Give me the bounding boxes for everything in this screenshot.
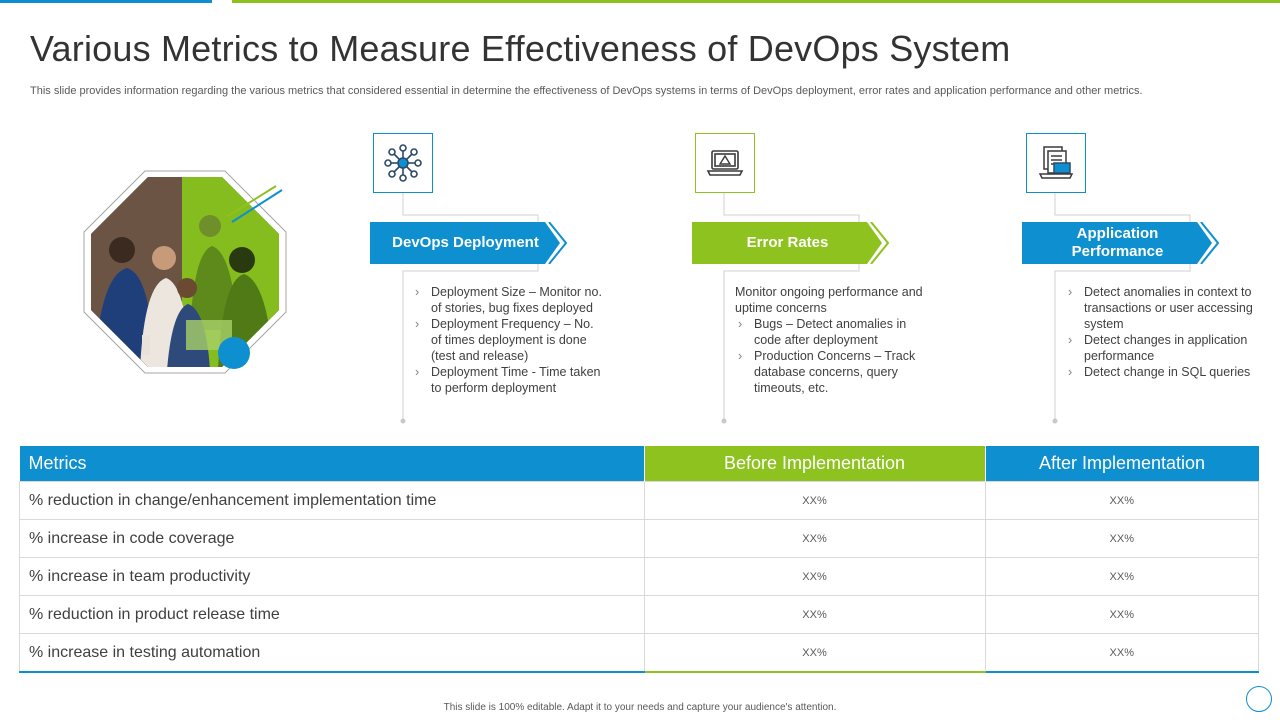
table-header-row: Metrics Before Implementation After Impl… (19, 446, 1259, 482)
before-value: XX% (643, 481, 986, 520)
after-value: XX% (984, 595, 1259, 634)
application-performance-bullets: Detect anomalies in context to transacti… (1065, 284, 1261, 380)
devops-deployment-bullets: Deployment Size – Monitor no. of stories… (412, 284, 602, 396)
decorative-circle (218, 337, 250, 369)
before-value: XX% (643, 519, 986, 558)
error-rates-connector (721, 193, 860, 424)
error-rates-lead-text: Monitor ongoing performance and uptime c… (735, 285, 923, 315)
before-value: XX% (643, 557, 986, 596)
application-performance-icon-box (1026, 133, 1086, 193)
devops-deployment-connector (400, 193, 539, 424)
list-item: Bugs – Detect anomalies in code after de… (735, 316, 925, 348)
after-value: XX% (984, 519, 1259, 558)
header-before-implementation: Before Implementation (643, 446, 985, 482)
laptop-warning-icon (706, 150, 744, 176)
table-row: % increase in testing automation XX% XX% (19, 633, 1259, 673)
after-value: XX% (984, 557, 1259, 596)
table-row: % reduction in product release time XX% … (19, 595, 1259, 634)
metric-name: % increase in testing automation (19, 633, 645, 673)
metric-name: % increase in team productivity (19, 557, 645, 596)
team-photo (82, 170, 288, 374)
table-row: % increase in code coverage XX% XX% (19, 519, 1259, 558)
list-item: Detect changes in application performanc… (1065, 332, 1261, 364)
devops-deployment-label: DevOps Deployment (392, 234, 539, 251)
list-item: Detect anomalies in context to transacti… (1065, 284, 1261, 332)
table-row: % reduction in change/enhancement implem… (19, 481, 1259, 520)
top-accent-bar-green (232, 0, 1280, 3)
page-title: Various Metrics to Measure Effectiveness… (30, 28, 1011, 69)
list-item: Deployment Frequency – No. of times depl… (412, 316, 602, 364)
metric-name: % increase in code coverage (19, 519, 645, 558)
list-item: Deployment Time - Time taken to perform … (412, 364, 602, 396)
application-performance-connector (1052, 193, 1191, 424)
devops-deployment-icon-box (373, 133, 433, 193)
after-value: XX% (984, 633, 1259, 673)
after-value: XX% (984, 481, 1259, 520)
metric-name: % reduction in change/enhancement implem… (19, 481, 645, 520)
error-rates-icon-box (695, 133, 755, 193)
list-item: Deployment Size – Monitor no. of stories… (412, 284, 602, 316)
metrics-table: Metrics Before Implementation After Impl… (19, 446, 1259, 673)
corner-circle-decoration (1246, 686, 1272, 712)
page-subtitle: This slide provides information regardin… (30, 85, 1143, 97)
devops-deployment-heading: DevOps Deployment (370, 222, 567, 264)
before-value: XX% (643, 633, 986, 673)
footer-note: This slide is 100% editable. Adapt it to… (443, 702, 837, 713)
list-item: Production Concerns – Track database con… (735, 348, 925, 396)
application-performance-heading: Application Performance (1022, 222, 1219, 264)
list-item: Detect change in SQL queries (1065, 364, 1261, 380)
top-accent-bar-blue (0, 0, 212, 3)
error-rates-bullets: Monitor ongoing performance and uptime c… (735, 284, 925, 396)
header-after-implementation: After Implementation (984, 446, 1259, 482)
error-rates-heading: Error Rates (692, 222, 889, 264)
table-row: % increase in team productivity XX% XX% (19, 557, 1259, 596)
error-rates-label: Error Rates (746, 234, 829, 251)
metric-name: % reduction in product release time (19, 595, 645, 634)
before-value: XX% (643, 595, 986, 634)
network-hub-icon (384, 144, 422, 182)
application-performance-label: Application Performance (1071, 225, 1164, 260)
documents-laptop-icon (1038, 146, 1074, 179)
header-metrics: Metrics (19, 446, 644, 482)
